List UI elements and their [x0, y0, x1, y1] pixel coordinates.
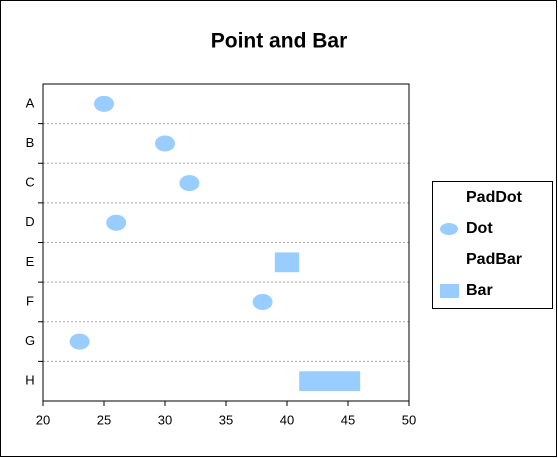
legend-swatch: [440, 284, 459, 298]
y-tick-label: E: [26, 254, 35, 269]
x-tick-label: 25: [97, 412, 111, 427]
dot: [106, 214, 127, 231]
chart-title: Point and Bar: [211, 30, 348, 53]
x-tick-label: 20: [36, 412, 50, 427]
x-tick-label: 35: [219, 412, 233, 427]
y-tick-label: B: [26, 135, 35, 150]
dot: [69, 333, 90, 350]
y-tick-label: F: [26, 293, 34, 308]
legend-text: PadBar: [466, 251, 522, 268]
dot: [94, 95, 114, 112]
y-tick-label: H: [25, 373, 34, 388]
x-tick-label: 45: [341, 412, 355, 427]
y-tick-label: C: [25, 175, 34, 190]
dot: [155, 135, 175, 152]
legend-text: Bar: [466, 282, 493, 299]
legend-text: PadDot: [466, 189, 523, 206]
legend-text: Dot: [466, 220, 493, 237]
x-tick-label: 50: [402, 412, 416, 427]
dot: [179, 175, 200, 192]
y-tick-label: A: [26, 95, 35, 110]
legend-swatch: [440, 223, 458, 235]
dot: [252, 293, 273, 310]
y-tick-label: G: [25, 333, 35, 348]
x-tick-label: 30: [158, 412, 172, 427]
y-tick-label: D: [25, 214, 34, 229]
bar: [299, 371, 361, 392]
bar: [274, 252, 300, 273]
x-tick-label: 40: [280, 412, 294, 427]
